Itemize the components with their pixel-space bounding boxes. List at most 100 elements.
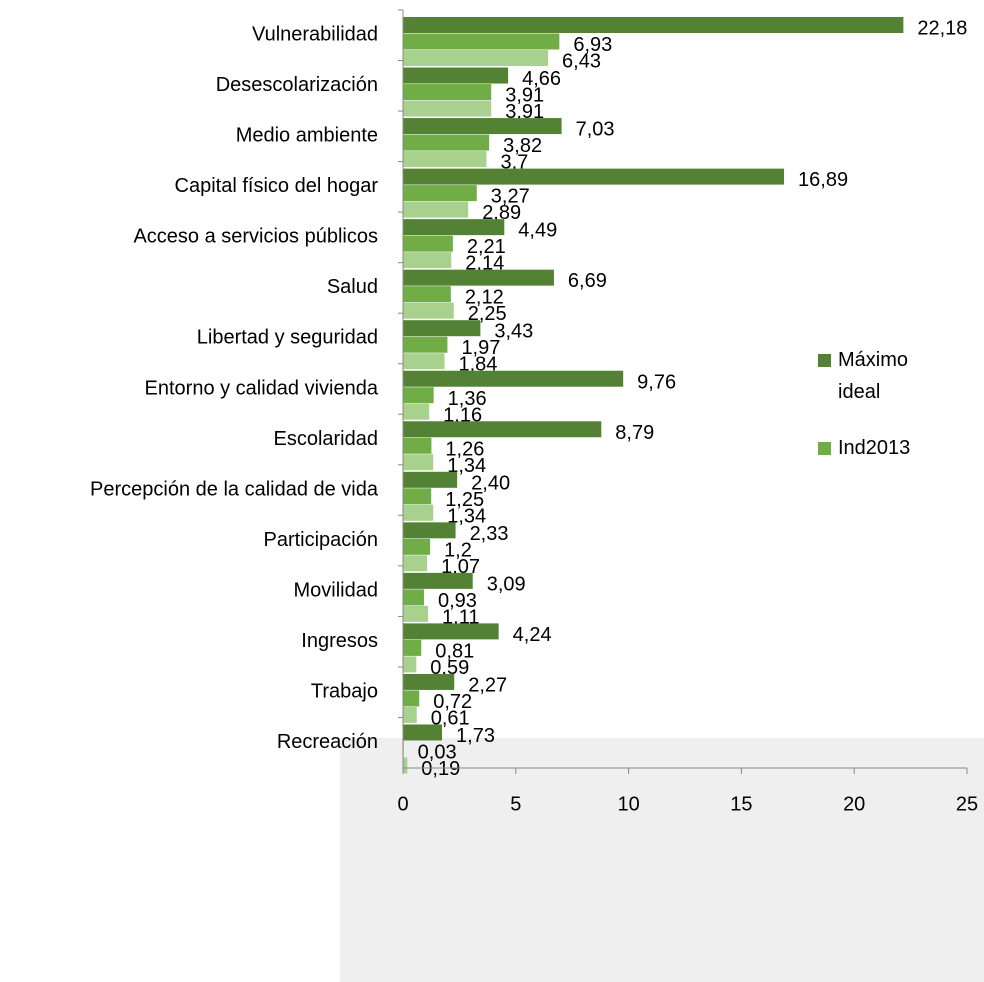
x-tick-label: 20: [843, 793, 865, 815]
bar: [403, 320, 481, 337]
data-label: 2,33: [470, 523, 509, 545]
y-tick-label: Trabajo: [311, 680, 378, 702]
bar: [403, 589, 424, 606]
data-label: 8,79: [615, 422, 654, 444]
data-label: 3,91: [505, 101, 544, 123]
data-label: 4,24: [513, 624, 552, 646]
y-tick-label: Recreación: [277, 731, 378, 753]
data-label: 1,11: [442, 606, 479, 628]
y-tick-label: Vulnerabilidad: [252, 24, 378, 46]
bar: [403, 690, 420, 707]
y-tick-label: Capital físico del hogar: [175, 175, 379, 197]
bar: [403, 673, 455, 690]
bar: [403, 336, 448, 353]
bar: [403, 522, 456, 539]
bar: [403, 302, 454, 319]
x-tick-label: 5: [510, 793, 521, 815]
data-label: 1,16: [443, 404, 482, 426]
bar: [403, 504, 434, 521]
data-label: 3,82: [503, 135, 542, 157]
data-label: 6,69: [568, 270, 607, 292]
bar: [403, 67, 509, 84]
data-label: 3,43: [494, 321, 533, 343]
bar: [403, 639, 422, 656]
bar: [403, 623, 499, 640]
data-label: 6,93: [573, 34, 612, 56]
data-label: 0,19: [421, 758, 460, 780]
y-tick-label: Movilidad: [294, 579, 378, 601]
data-label: 1,26: [445, 438, 484, 460]
data-label: 2,89: [482, 202, 521, 224]
y-tick-label: Desescolarización: [216, 74, 378, 96]
bar: [403, 370, 624, 387]
y-tick-label: Participación: [263, 529, 378, 551]
bar: [403, 488, 432, 505]
bar: [403, 84, 492, 101]
data-label: 0,61: [431, 707, 470, 729]
bar: [403, 724, 443, 741]
data-label: 0,81: [435, 640, 474, 662]
data-label: 0,93: [438, 590, 477, 612]
y-tick-label: Escolaridad: [273, 428, 378, 450]
x-tick-label: 25: [956, 793, 978, 815]
data-label: 4,66: [522, 68, 561, 90]
bar: [403, 151, 487, 168]
data-label: 3,7: [500, 152, 528, 174]
bar: [403, 403, 430, 420]
y-tick-label: Medio ambiente: [236, 125, 378, 147]
data-label: 2,21: [467, 236, 506, 258]
bar: [403, 134, 490, 151]
y-tick-label: Percepción de la calidad de vida: [90, 478, 379, 500]
data-label: 1,34: [447, 455, 486, 477]
bar: [403, 437, 432, 454]
data-label: 7,03: [576, 119, 615, 141]
data-label: 1,97: [461, 337, 500, 359]
bar: [403, 421, 602, 438]
data-label: 0,72: [433, 691, 472, 713]
bar: [403, 471, 458, 488]
legend-label: Ind2013: [838, 437, 911, 459]
data-label: 1,25: [445, 489, 484, 511]
y-tick-label: Acceso a servicios públicos: [133, 226, 378, 248]
bar: [403, 168, 785, 185]
data-label: 2,27: [468, 674, 507, 696]
bar: [403, 353, 445, 370]
data-label: 0,03: [418, 741, 457, 763]
bar: [403, 269, 554, 286]
bar: [403, 50, 549, 66]
x-tick-label: 10: [617, 793, 639, 815]
y-tick-label: Ingresos: [301, 630, 378, 652]
data-label: 1,36: [448, 388, 487, 410]
data-label: 0,59: [430, 657, 469, 679]
bar: [403, 235, 453, 252]
data-label: 1,34: [447, 505, 486, 527]
x-tick-label: 0: [397, 793, 408, 815]
bar: [403, 454, 434, 471]
bar: [403, 656, 417, 673]
data-label: 9,76: [637, 371, 676, 393]
y-tick-label: Salud: [327, 276, 378, 298]
legend-swatch: [818, 442, 831, 455]
bar: [403, 555, 428, 572]
legend-label: Máximo ideal: [838, 349, 909, 403]
data-label: 2,40: [471, 472, 510, 494]
bar: [403, 219, 505, 236]
data-label: 3,09: [487, 573, 526, 595]
bar: [403, 572, 473, 589]
data-label: 3,27: [491, 186, 530, 208]
legend-swatch: [818, 354, 831, 367]
bar: [403, 118, 562, 135]
bar: [403, 286, 451, 303]
data-label: 1,73: [456, 725, 495, 747]
bar: [403, 33, 560, 50]
data-label: 1,2: [444, 539, 472, 561]
bar: [403, 757, 408, 774]
bar: [403, 201, 469, 218]
bar: [403, 706, 417, 723]
y-tick-label: Entorno y calidad vivienda: [145, 377, 379, 399]
data-label: 2,14: [465, 253, 504, 275]
bar: [403, 252, 452, 269]
data-label: 4,49: [518, 220, 557, 242]
